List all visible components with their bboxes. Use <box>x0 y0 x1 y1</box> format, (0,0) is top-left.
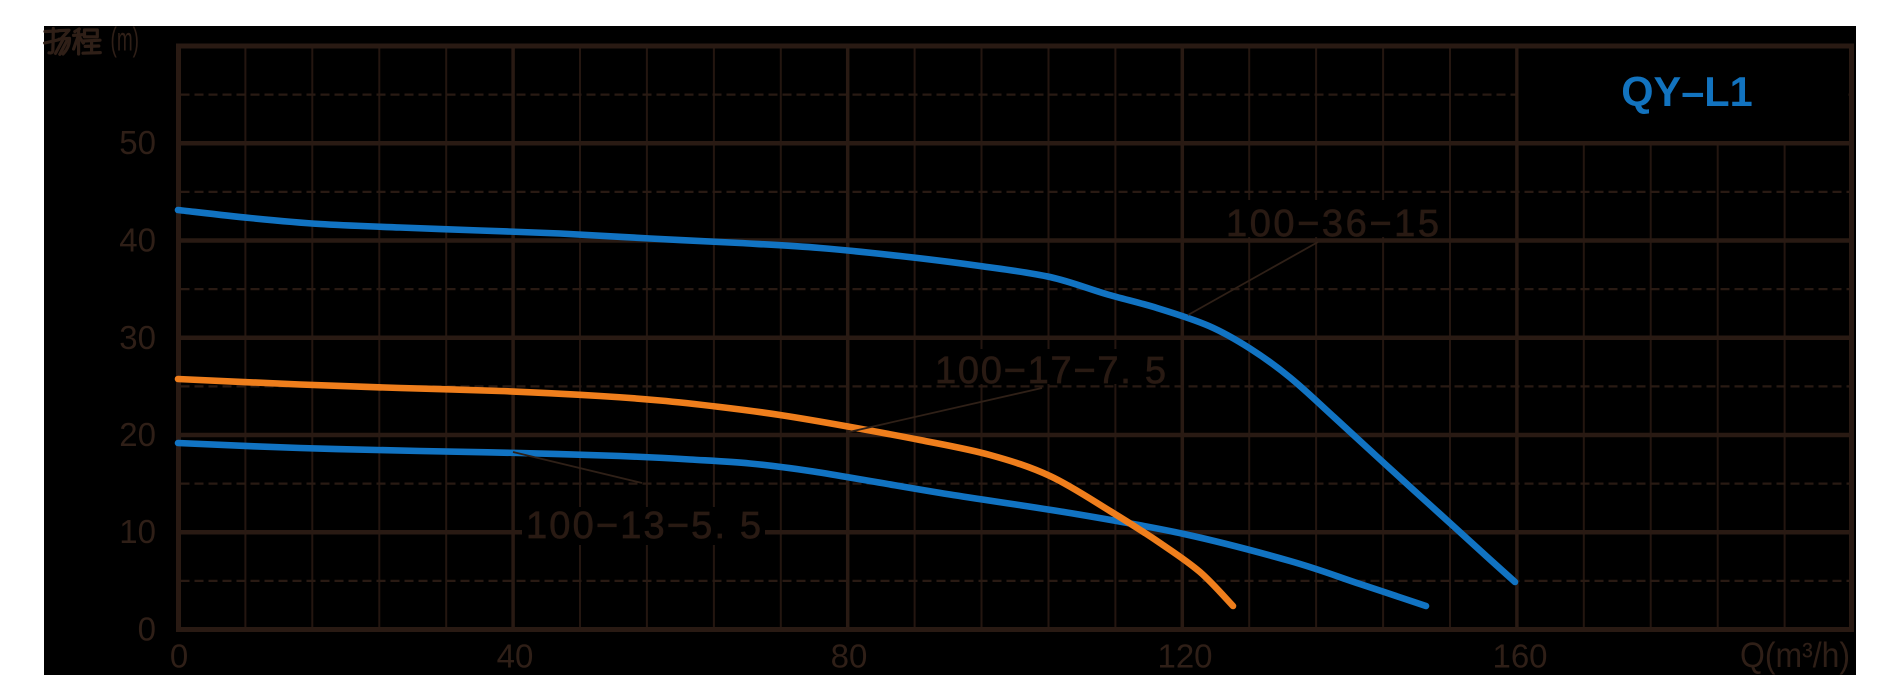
svg-text:(m): (m) <box>111 21 140 58</box>
svg-text:10: 10 <box>119 513 156 550</box>
svg-text:30: 30 <box>119 319 156 356</box>
svg-text:0: 0 <box>138 611 156 648</box>
svg-text:20: 20 <box>119 416 156 453</box>
svg-text:160: 160 <box>1492 638 1547 675</box>
svg-text:0: 0 <box>170 638 188 675</box>
svg-text:120: 120 <box>1157 638 1212 675</box>
svg-text:Q(m³/h): Q(m³/h) <box>1740 636 1850 675</box>
svg-text:100−36−15: 100−36−15 <box>1226 203 1439 245</box>
svg-text:100−13−5. 5: 100−13−5. 5 <box>526 505 761 547</box>
svg-text:50: 50 <box>119 124 156 161</box>
svg-text:80: 80 <box>831 638 868 675</box>
svg-text:QY–L1: QY–L1 <box>1621 68 1752 115</box>
svg-text:100−17−7. 5: 100−17−7. 5 <box>935 350 1166 392</box>
svg-text:40: 40 <box>119 222 156 259</box>
svg-text:40: 40 <box>497 638 534 675</box>
